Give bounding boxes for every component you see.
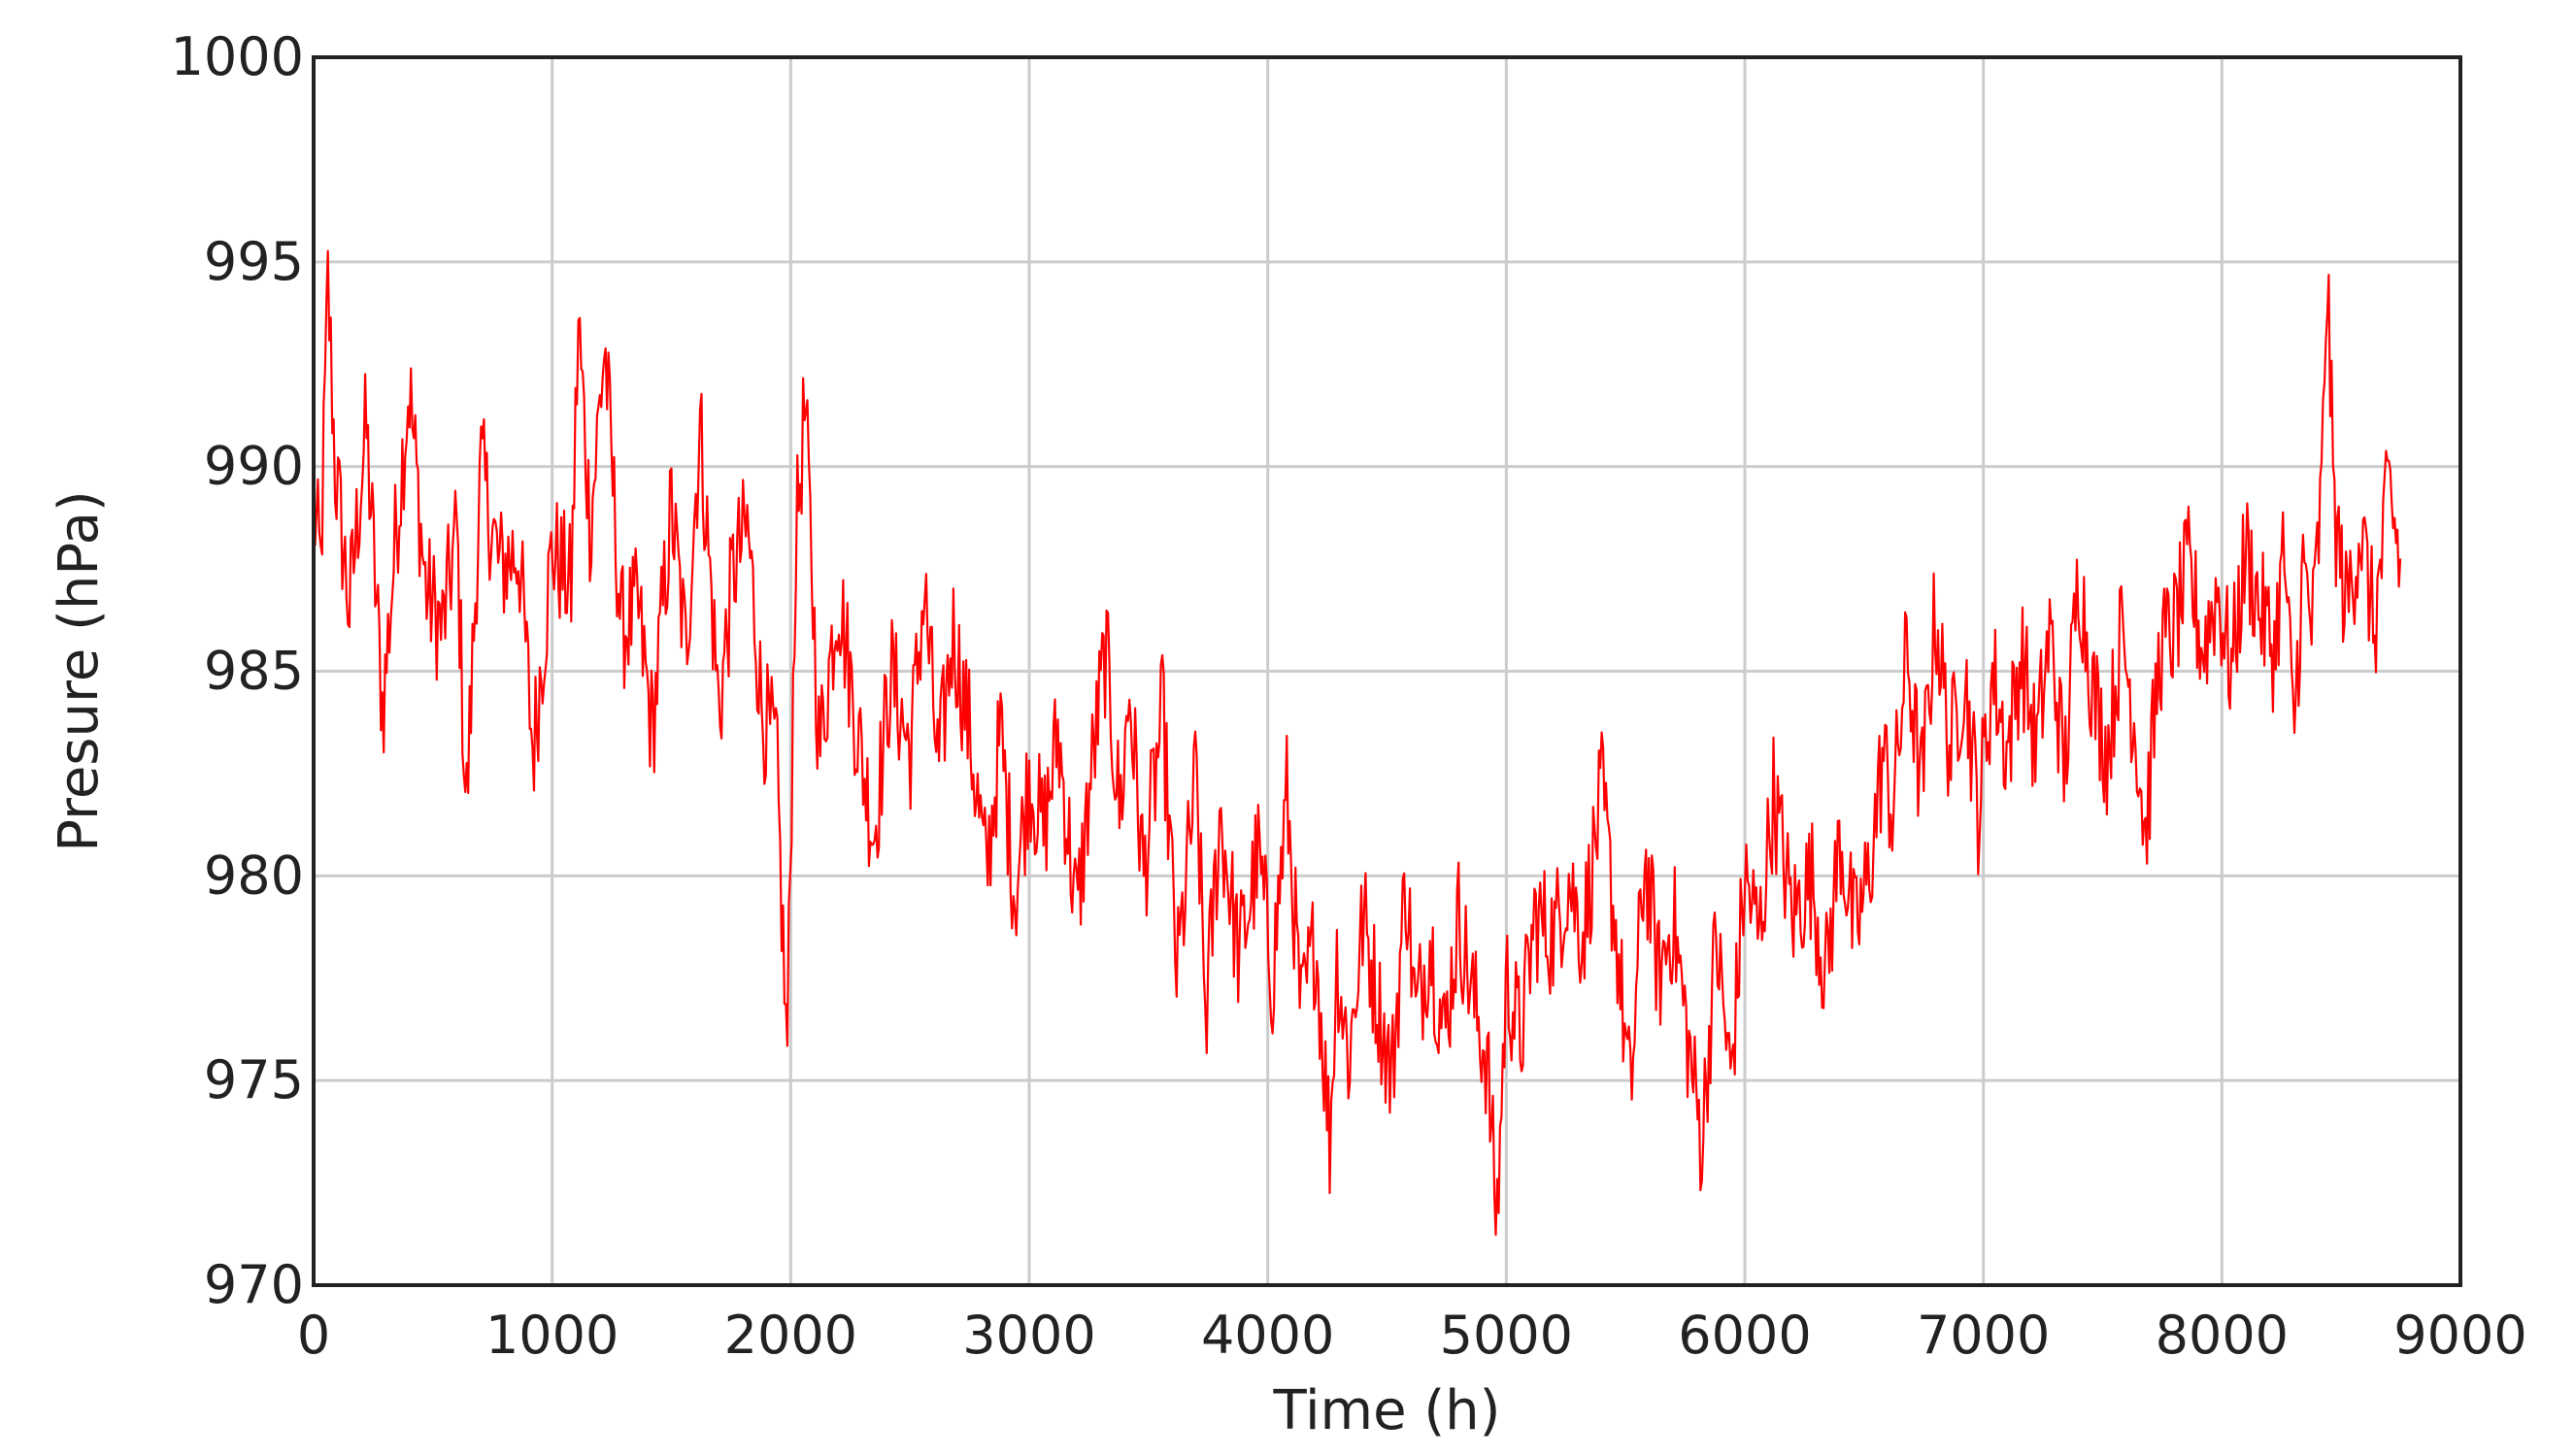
- x-tick-label: 8000: [2156, 1305, 2289, 1366]
- x-tick-label: 7000: [1917, 1305, 2050, 1366]
- y-tick-label: 980: [204, 844, 304, 906]
- x-tick-label: 0: [297, 1305, 330, 1366]
- plot-frame: [312, 55, 2462, 1287]
- y-tick-label: 995: [204, 231, 304, 292]
- pressure-series-line: [312, 249, 2402, 1237]
- plot-border: [312, 55, 2462, 1287]
- x-tick-label: 4000: [1201, 1305, 1334, 1366]
- series-layer: [312, 249, 2402, 1237]
- y-tick-label: 990: [204, 436, 304, 497]
- y-axis-title: Presure (hPa): [48, 490, 111, 852]
- x-axis-title: Time (h): [1272, 1379, 1500, 1442]
- y-tick-label: 975: [204, 1049, 304, 1110]
- y-tick-labels: 970 975 980 985 990 995 1000: [171, 26, 304, 1315]
- x-tick-label: 9000: [2393, 1305, 2526, 1366]
- x-tick-label: 6000: [1678, 1305, 1811, 1366]
- x-tick-label: 1000: [485, 1305, 619, 1366]
- x-tick-label: 2000: [724, 1305, 857, 1366]
- x-tick-labels: 0 1000 2000 3000 4000 5000 6000 7000 8000 9000: [297, 1305, 2527, 1366]
- y-tick-label: 1000: [171, 26, 304, 87]
- x-tick-label: 5000: [1440, 1305, 1573, 1366]
- x-tick-label: 3000: [962, 1305, 1095, 1366]
- grid-lines: [312, 55, 2462, 1287]
- y-tick-label: 985: [204, 641, 304, 702]
- y-tick-label: 970: [204, 1254, 304, 1315]
